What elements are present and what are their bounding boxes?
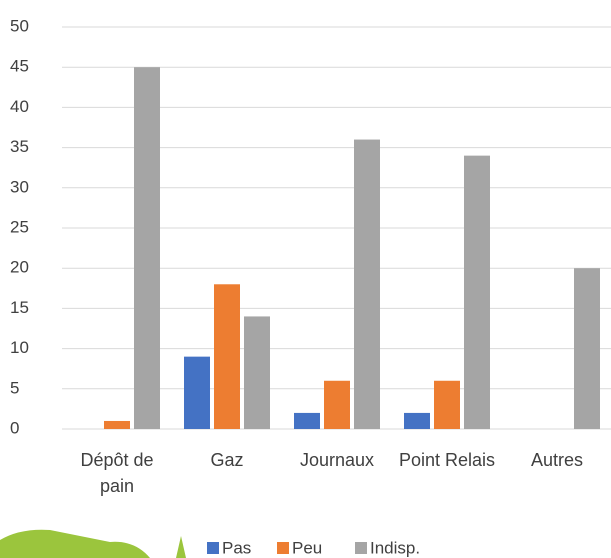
x-tick-label: Dépôt de pain [80,450,154,496]
bar [324,380,350,429]
x-tick-label-box: Journaux [299,450,375,470]
y-tick-label: 30 [10,177,29,196]
x-tick-label-box: Point Relais [398,450,496,470]
legend-swatch [277,542,289,554]
bar [184,356,210,429]
legend-label: Indisp. [370,538,420,557]
x-tick-label: Gaz [210,450,244,470]
legend-swatch [355,542,367,554]
legend-swatch [207,542,219,554]
y-tick-label: 20 [10,258,29,277]
legend-label: Pas [222,538,251,557]
bar [244,316,270,429]
y-tick-label: 45 [10,57,29,76]
y-tick-label: 15 [10,298,29,317]
bar [104,420,130,429]
bar [404,412,430,429]
bar [294,412,320,429]
y-tick-label: 5 [10,378,19,397]
y-tick-label: 25 [10,217,29,236]
x-tick-label: Autres [530,450,584,470]
y-tick-label: 10 [10,338,29,357]
x-tick-label: Point Relais [398,450,496,470]
y-tick-label: 0 [10,418,19,437]
x-tick-label-box: Autres [530,450,584,470]
bar [464,155,490,429]
x-tick-label: Journaux [299,450,375,470]
bar [434,380,460,429]
bar [214,284,240,429]
bar [354,139,380,429]
decoration [176,536,186,558]
bar [134,67,160,429]
x-tick-label-box: Gaz [210,450,244,470]
y-tick-label: 35 [10,137,29,156]
y-tick-label: 50 [10,16,29,35]
legend-label: Peu [292,538,322,557]
y-tick-label: 40 [10,97,29,116]
x-tick-label-box: Dépôt de pain [80,450,154,496]
decoration [0,529,150,558]
bar [574,268,600,429]
